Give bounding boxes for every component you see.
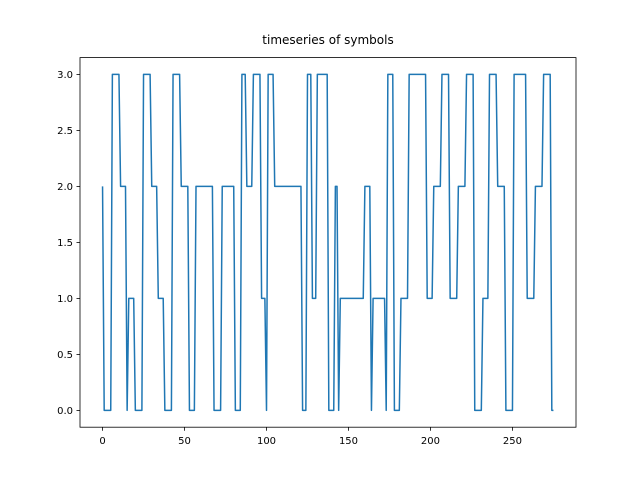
x-tick-label: 0 [99, 436, 105, 447]
x-tick-label: 200 [421, 436, 440, 447]
y-tick-label: 1.5 [57, 238, 73, 249]
x-tick-label: 100 [257, 436, 276, 447]
y-tick-label: 3.0 [57, 70, 73, 81]
y-tick-label: 2.0 [57, 182, 73, 193]
data-line [101, 73, 554, 412]
plot-frame [79, 57, 577, 428]
y-tick-label: 0.0 [57, 406, 73, 417]
x-tick-label: 50 [178, 436, 191, 447]
y-tick-label: 0.5 [57, 350, 73, 361]
y-tick-label: 1.0 [57, 294, 73, 305]
x-tick-label: 250 [503, 436, 522, 447]
x-tick-label: 150 [339, 436, 358, 447]
chart-title: timeseries of symbols [262, 33, 393, 47]
y-tick-label: 2.5 [57, 126, 73, 137]
